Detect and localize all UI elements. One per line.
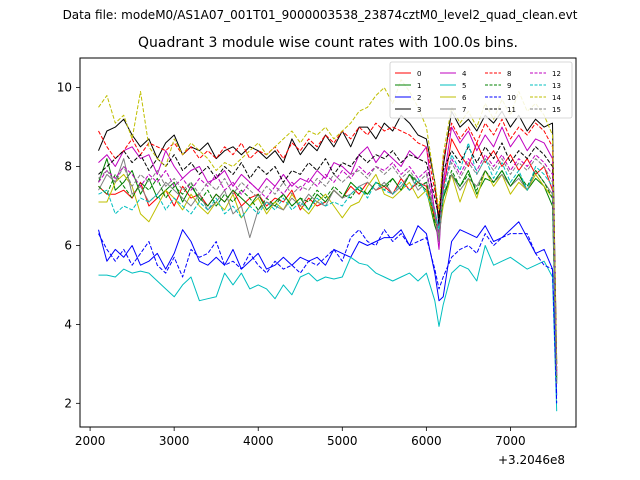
legend-label-12: 12 [552,70,561,78]
legend-label-2: 2 [417,94,421,102]
legend-box [389,61,573,119]
legend-label-6: 6 [462,94,467,102]
figure-suptitle: Data file: modeM0/AS1A07_001T01_90000035… [62,8,578,22]
legend-label-11: 11 [507,106,516,114]
x-tick-label: 5000 [327,434,358,448]
legend-label-3: 3 [417,106,421,114]
y-tick-label: 10 [57,81,72,95]
series-line-11 [98,142,558,372]
x-tick-label: 4000 [243,434,274,448]
y-tick-label: 2 [64,396,72,410]
y-tick-label: 6 [64,238,72,252]
axes-frame [79,57,577,428]
y-tick-label: 4 [64,317,72,331]
series-line-9 [98,170,558,380]
series-lines-layer [98,79,558,412]
y-tick-label: 8 [64,160,72,174]
chart-title: Quadrant 3 module wise count rates with … [138,35,518,51]
series-line-10 [98,229,558,404]
legend-label-13: 13 [552,82,561,90]
series-line-7 [98,158,558,384]
series-line-5 [98,245,558,412]
legend-label-1: 1 [417,82,421,90]
series-line-2 [98,221,558,396]
legend-label-14: 14 [552,94,561,102]
x-tick-label: 2000 [75,434,106,448]
x-offset-label: +3.2046e8 [498,453,566,467]
x-tick-label: 3000 [159,434,190,448]
legend-label-0: 0 [417,70,421,78]
series-line-14 [98,79,558,364]
series-line-3 [98,110,558,364]
series-line-12 [98,154,558,376]
legend-label-10: 10 [507,94,516,102]
series-line-15 [98,158,558,380]
x-tick-label: 6000 [411,434,442,448]
legend-label-7: 7 [462,106,466,114]
series-line-4 [98,126,558,376]
x-tick-label: 7000 [495,434,526,448]
legend-label-4: 4 [462,70,467,78]
series-line-8 [98,118,558,368]
legend-label-5: 5 [462,82,466,90]
legend-label-15: 15 [552,106,561,114]
legend-label-8: 8 [507,70,511,78]
series-line-6 [98,170,558,380]
legend-label-9: 9 [507,82,511,90]
